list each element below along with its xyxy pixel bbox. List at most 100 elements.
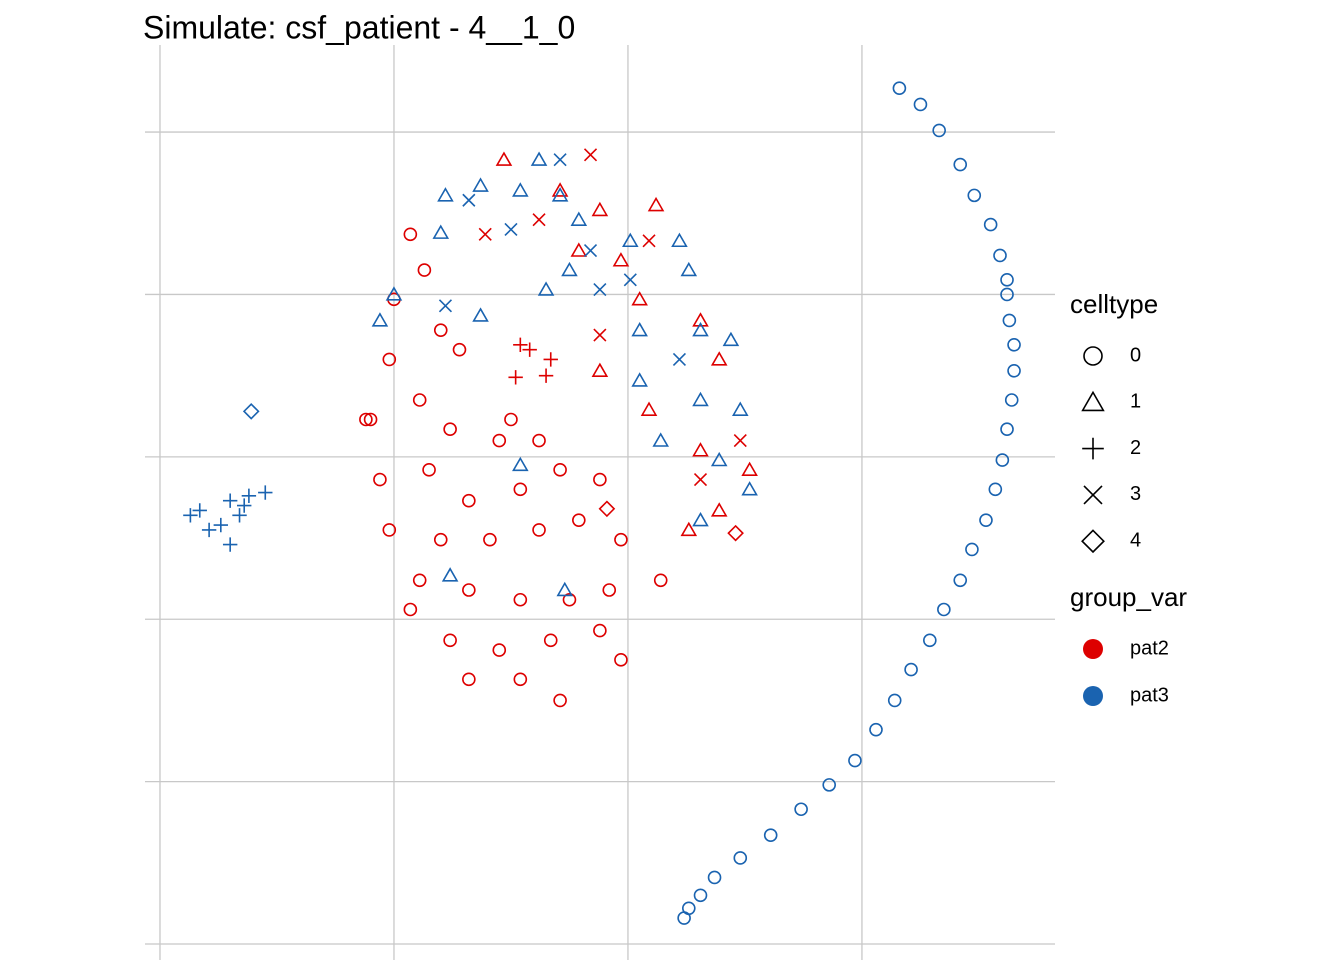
point bbox=[1004, 393, 1019, 407]
point bbox=[869, 722, 883, 737]
point bbox=[593, 283, 607, 297]
legend-label: 1 bbox=[1130, 391, 1141, 413]
point bbox=[967, 188, 982, 203]
point bbox=[953, 157, 968, 172]
point bbox=[512, 456, 529, 472]
point bbox=[562, 592, 577, 607]
point bbox=[513, 337, 528, 352]
point bbox=[551, 187, 569, 202]
point bbox=[622, 232, 639, 248]
point bbox=[710, 351, 728, 366]
point bbox=[438, 299, 453, 313]
point bbox=[492, 433, 507, 448]
point bbox=[923, 633, 937, 648]
point bbox=[483, 532, 497, 547]
legend-key bbox=[1083, 485, 1103, 505]
point bbox=[213, 517, 229, 533]
point bbox=[593, 472, 607, 487]
point bbox=[385, 286, 403, 301]
point bbox=[677, 911, 691, 925]
point bbox=[242, 403, 260, 420]
point bbox=[892, 81, 907, 95]
legend-key bbox=[1081, 529, 1105, 554]
point bbox=[631, 372, 648, 387]
point bbox=[513, 672, 528, 687]
point bbox=[983, 217, 998, 232]
point bbox=[222, 537, 238, 552]
points bbox=[183, 81, 1021, 925]
point bbox=[452, 342, 467, 357]
point bbox=[441, 567, 459, 582]
point bbox=[722, 331, 740, 347]
point bbox=[710, 502, 728, 517]
point bbox=[1007, 363, 1021, 378]
legend-title: group_var bbox=[1070, 582, 1187, 612]
point bbox=[1002, 313, 1017, 328]
point bbox=[583, 148, 598, 162]
point bbox=[887, 693, 902, 708]
point bbox=[462, 493, 476, 508]
point bbox=[692, 511, 709, 527]
legend-key bbox=[1081, 390, 1105, 412]
point bbox=[382, 523, 397, 537]
point bbox=[591, 201, 609, 217]
point bbox=[741, 461, 758, 477]
point bbox=[371, 312, 389, 327]
point bbox=[733, 851, 748, 865]
legend-title: celltype bbox=[1070, 289, 1158, 319]
point bbox=[763, 828, 778, 843]
point bbox=[422, 463, 436, 477]
point bbox=[412, 393, 427, 407]
legend-label: 4 bbox=[1130, 529, 1141, 551]
point bbox=[631, 291, 648, 306]
point bbox=[478, 227, 492, 241]
point bbox=[965, 542, 979, 557]
point bbox=[232, 508, 247, 523]
point bbox=[593, 328, 607, 342]
point bbox=[583, 244, 598, 258]
point bbox=[192, 503, 207, 518]
point bbox=[432, 224, 450, 239]
point bbox=[671, 232, 688, 248]
point bbox=[652, 432, 670, 447]
point bbox=[443, 633, 457, 648]
point bbox=[1000, 273, 1014, 287]
point bbox=[794, 802, 808, 817]
point bbox=[937, 602, 951, 617]
point bbox=[572, 513, 586, 527]
point bbox=[653, 573, 668, 588]
point bbox=[403, 227, 418, 242]
point bbox=[570, 211, 588, 226]
point bbox=[433, 532, 448, 547]
point bbox=[417, 263, 432, 277]
point bbox=[1000, 422, 1014, 437]
point bbox=[680, 521, 698, 537]
point bbox=[437, 187, 454, 202]
point bbox=[462, 583, 476, 597]
legend: celltype group_var 0 1 2 3 4 pat2 pat3 bbox=[1070, 289, 1187, 706]
point bbox=[680, 261, 698, 277]
legend-label: 2 bbox=[1130, 437, 1141, 459]
point bbox=[363, 412, 378, 427]
point bbox=[495, 151, 513, 166]
point bbox=[953, 573, 968, 588]
point bbox=[538, 368, 554, 383]
point bbox=[913, 97, 928, 112]
point bbox=[241, 488, 257, 504]
point bbox=[532, 523, 546, 537]
point bbox=[692, 312, 709, 327]
point bbox=[508, 370, 523, 385]
point bbox=[462, 193, 476, 207]
point bbox=[710, 451, 728, 467]
point bbox=[443, 422, 457, 437]
point bbox=[222, 493, 238, 508]
point bbox=[543, 633, 558, 648]
point bbox=[614, 532, 628, 547]
point bbox=[492, 643, 507, 657]
point bbox=[373, 472, 387, 487]
point bbox=[403, 602, 418, 617]
point bbox=[561, 261, 578, 277]
point bbox=[692, 391, 709, 407]
point bbox=[733, 434, 747, 448]
